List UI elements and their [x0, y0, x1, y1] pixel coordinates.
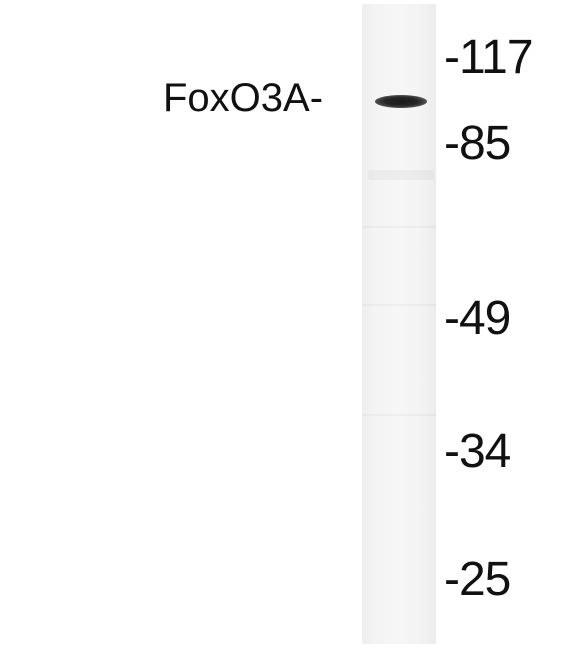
marker-34: -34	[444, 425, 511, 478]
lane-artifact	[362, 226, 436, 228]
foxo3a-band	[375, 95, 427, 108]
lane-artifact	[362, 414, 436, 416]
faint-band	[368, 170, 434, 180]
marker-117: -117	[444, 31, 534, 84]
marker-85: -85	[444, 117, 511, 170]
marker-25: -25	[444, 553, 511, 606]
gel-lane	[362, 4, 436, 644]
lane-artifact	[362, 304, 436, 306]
marker-49: -49	[444, 292, 511, 345]
protein-label: FoxO3A-	[163, 76, 324, 120]
